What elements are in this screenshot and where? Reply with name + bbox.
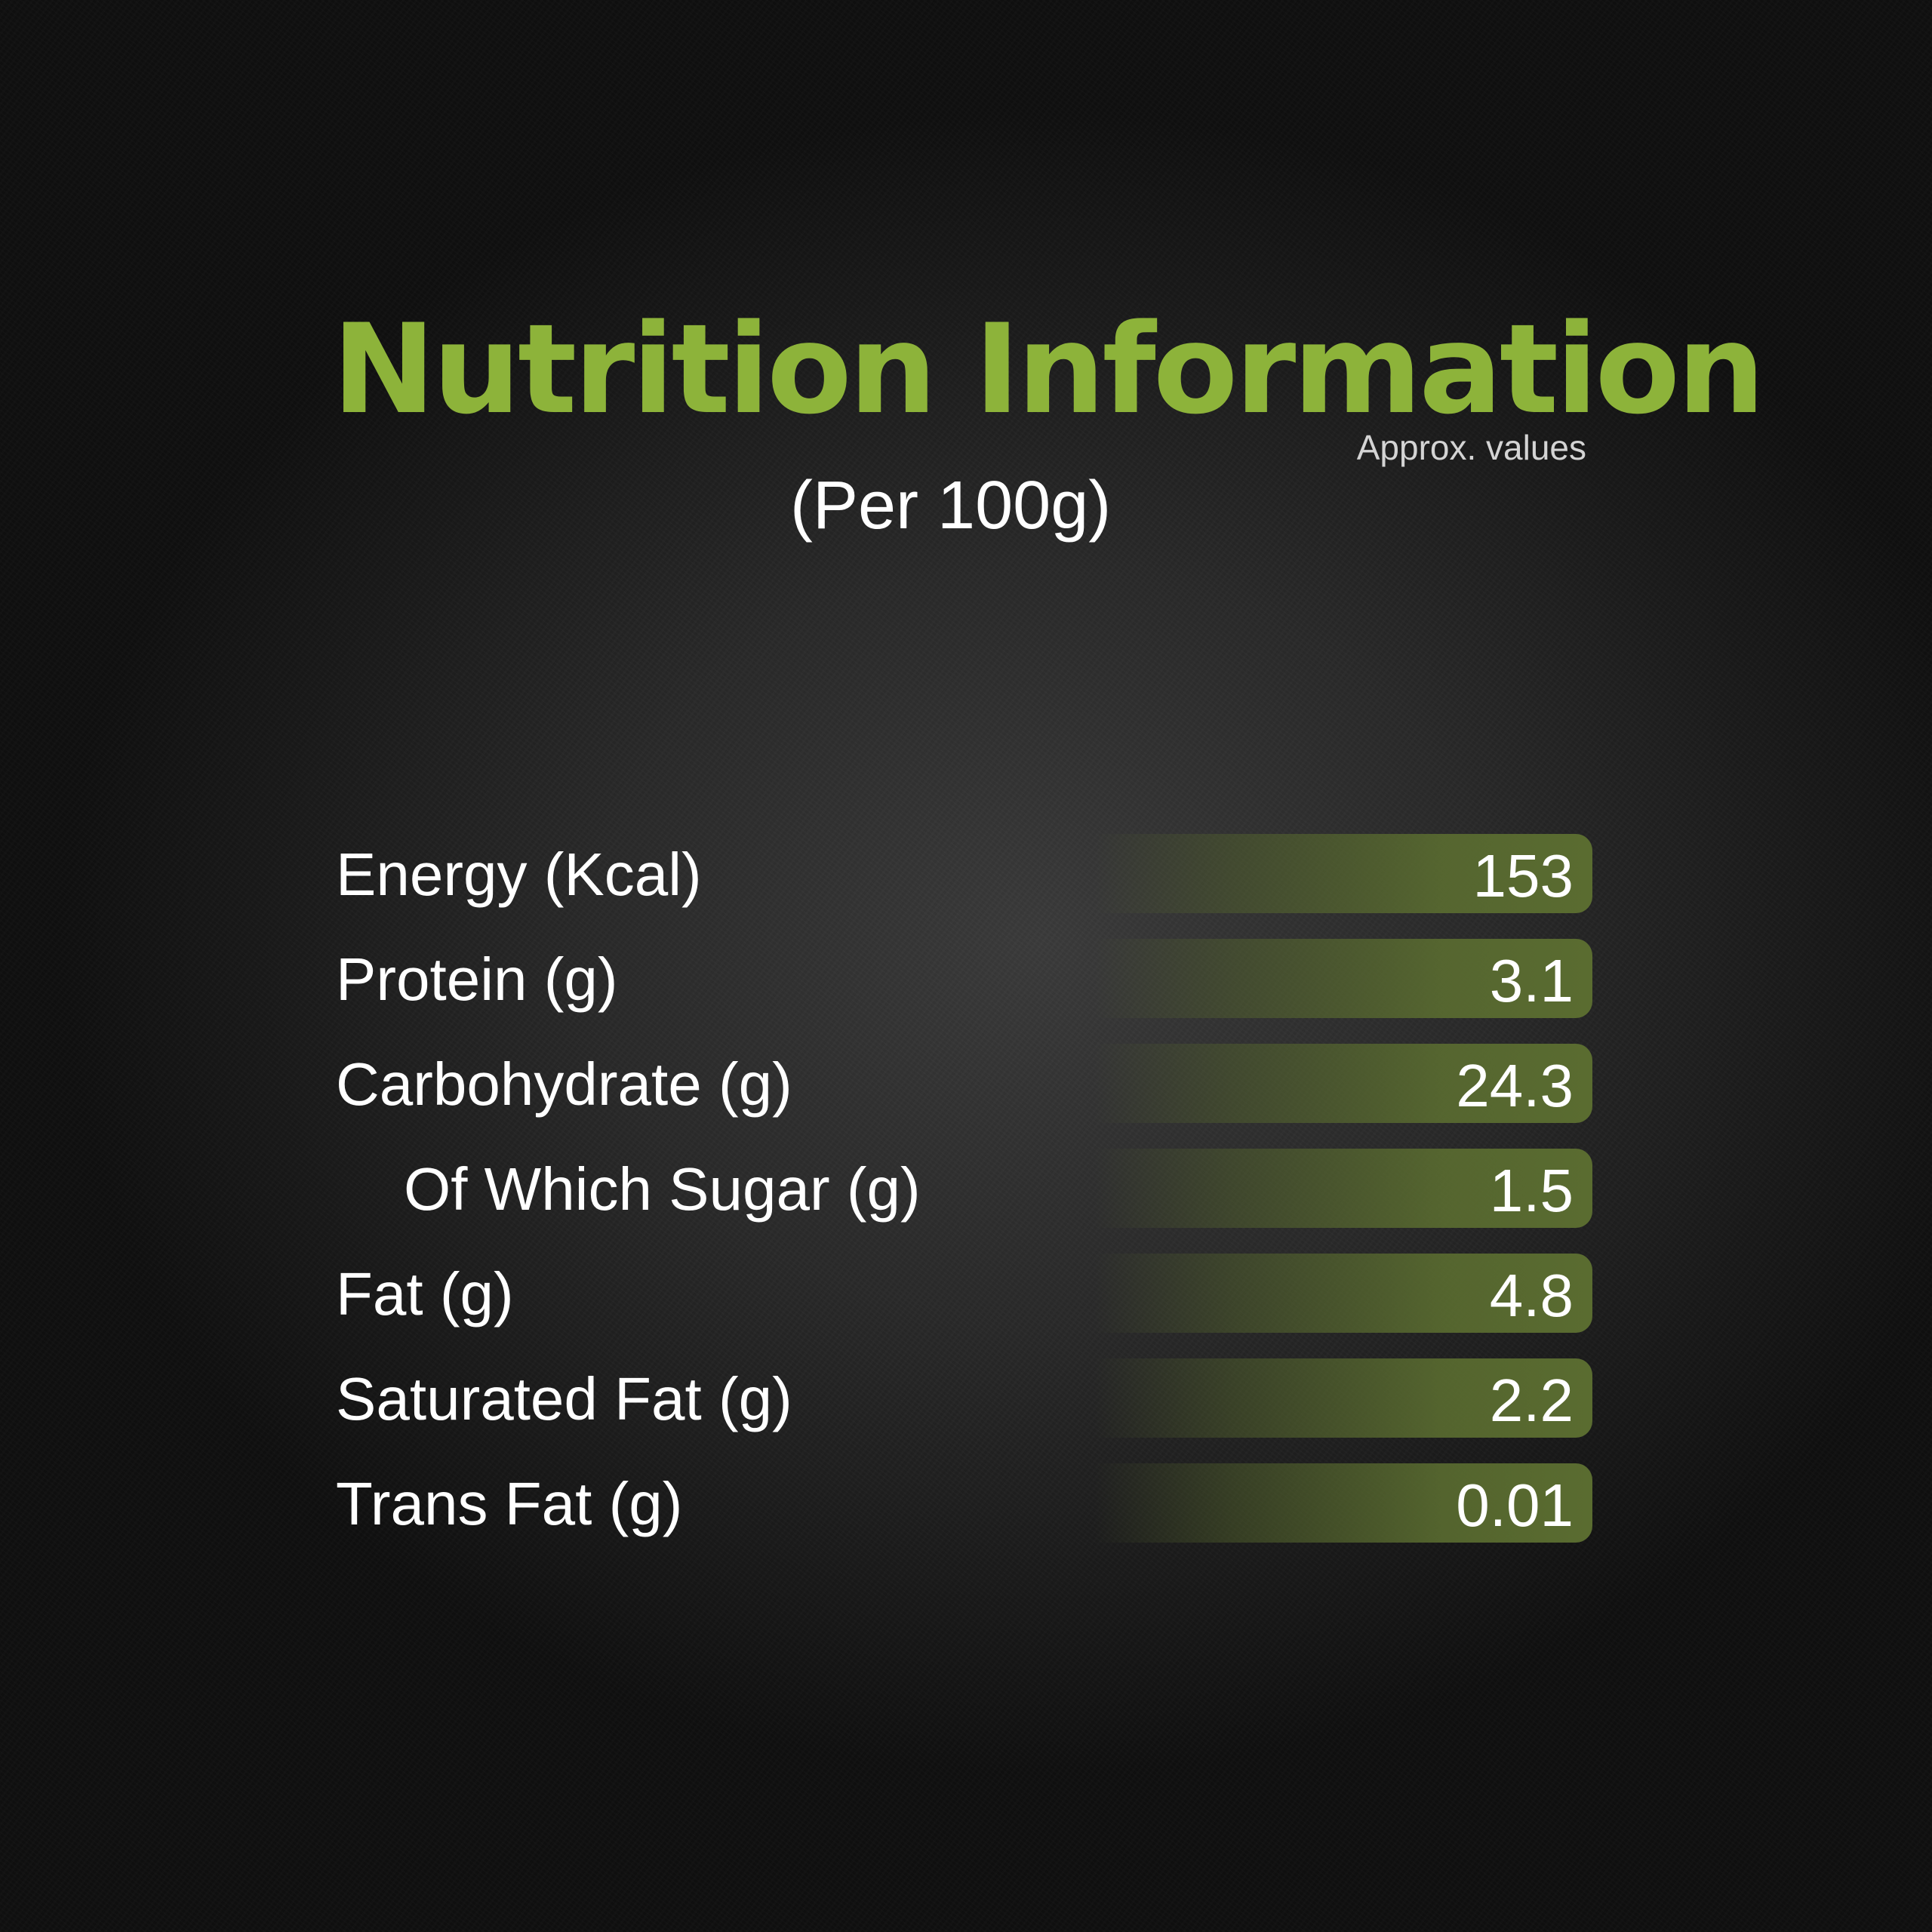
nutrient-value: 3.1: [1489, 947, 1574, 1014]
nutrient-value: 4.8: [1489, 1262, 1574, 1329]
nutrition-row-energy: Energy (Kcal) 153: [0, 834, 1932, 913]
nutrition-row-sugar: Of Which Sugar (g) 1.5: [0, 1149, 1932, 1228]
nutrient-label: Carbohydrate (g): [336, 1051, 792, 1118]
nutrient-value: 24.3: [1456, 1052, 1574, 1119]
value-bar: [1094, 1254, 1592, 1333]
nutrient-label: Energy (Kcal): [336, 841, 702, 908]
serving-size: (Per 100g): [790, 468, 1112, 543]
approx-values-note: Approx. values: [1356, 428, 1586, 467]
value-bar: [1094, 1358, 1592, 1438]
nutrient-value: 2.2: [1489, 1367, 1574, 1434]
page-title: Nutrition Information: [332, 297, 1765, 441]
value-bar: [1094, 834, 1592, 913]
value-bar: [1094, 1044, 1592, 1123]
value-bar: [1094, 939, 1592, 1018]
nutrient-label: Of Which Sugar (g): [404, 1155, 921, 1223]
nutrient-label: Protein (g): [336, 946, 618, 1013]
nutrient-label: Trans Fat (g): [336, 1470, 683, 1537]
nutrient-label: Fat (g): [336, 1260, 514, 1327]
nutrition-row-saturated-fat: Saturated Fat (g) 2.2: [0, 1358, 1932, 1438]
nutrient-label: Saturated Fat (g): [336, 1365, 792, 1432]
nutrition-row-carbohydrate: Carbohydrate (g) 24.3: [0, 1044, 1932, 1123]
nutrition-row-protein: Protein (g) 3.1: [0, 939, 1932, 1018]
nutrient-value: 1.5: [1489, 1157, 1574, 1224]
nutrition-row-fat: Fat (g) 4.8: [0, 1254, 1932, 1333]
nutrient-value: 153: [1472, 842, 1574, 909]
nutrient-value: 0.01: [1456, 1472, 1574, 1539]
value-bar: [1094, 1463, 1592, 1543]
value-bar: [1094, 1149, 1592, 1228]
nutrition-row-trans-fat: Trans Fat (g) 0.01: [0, 1463, 1932, 1543]
